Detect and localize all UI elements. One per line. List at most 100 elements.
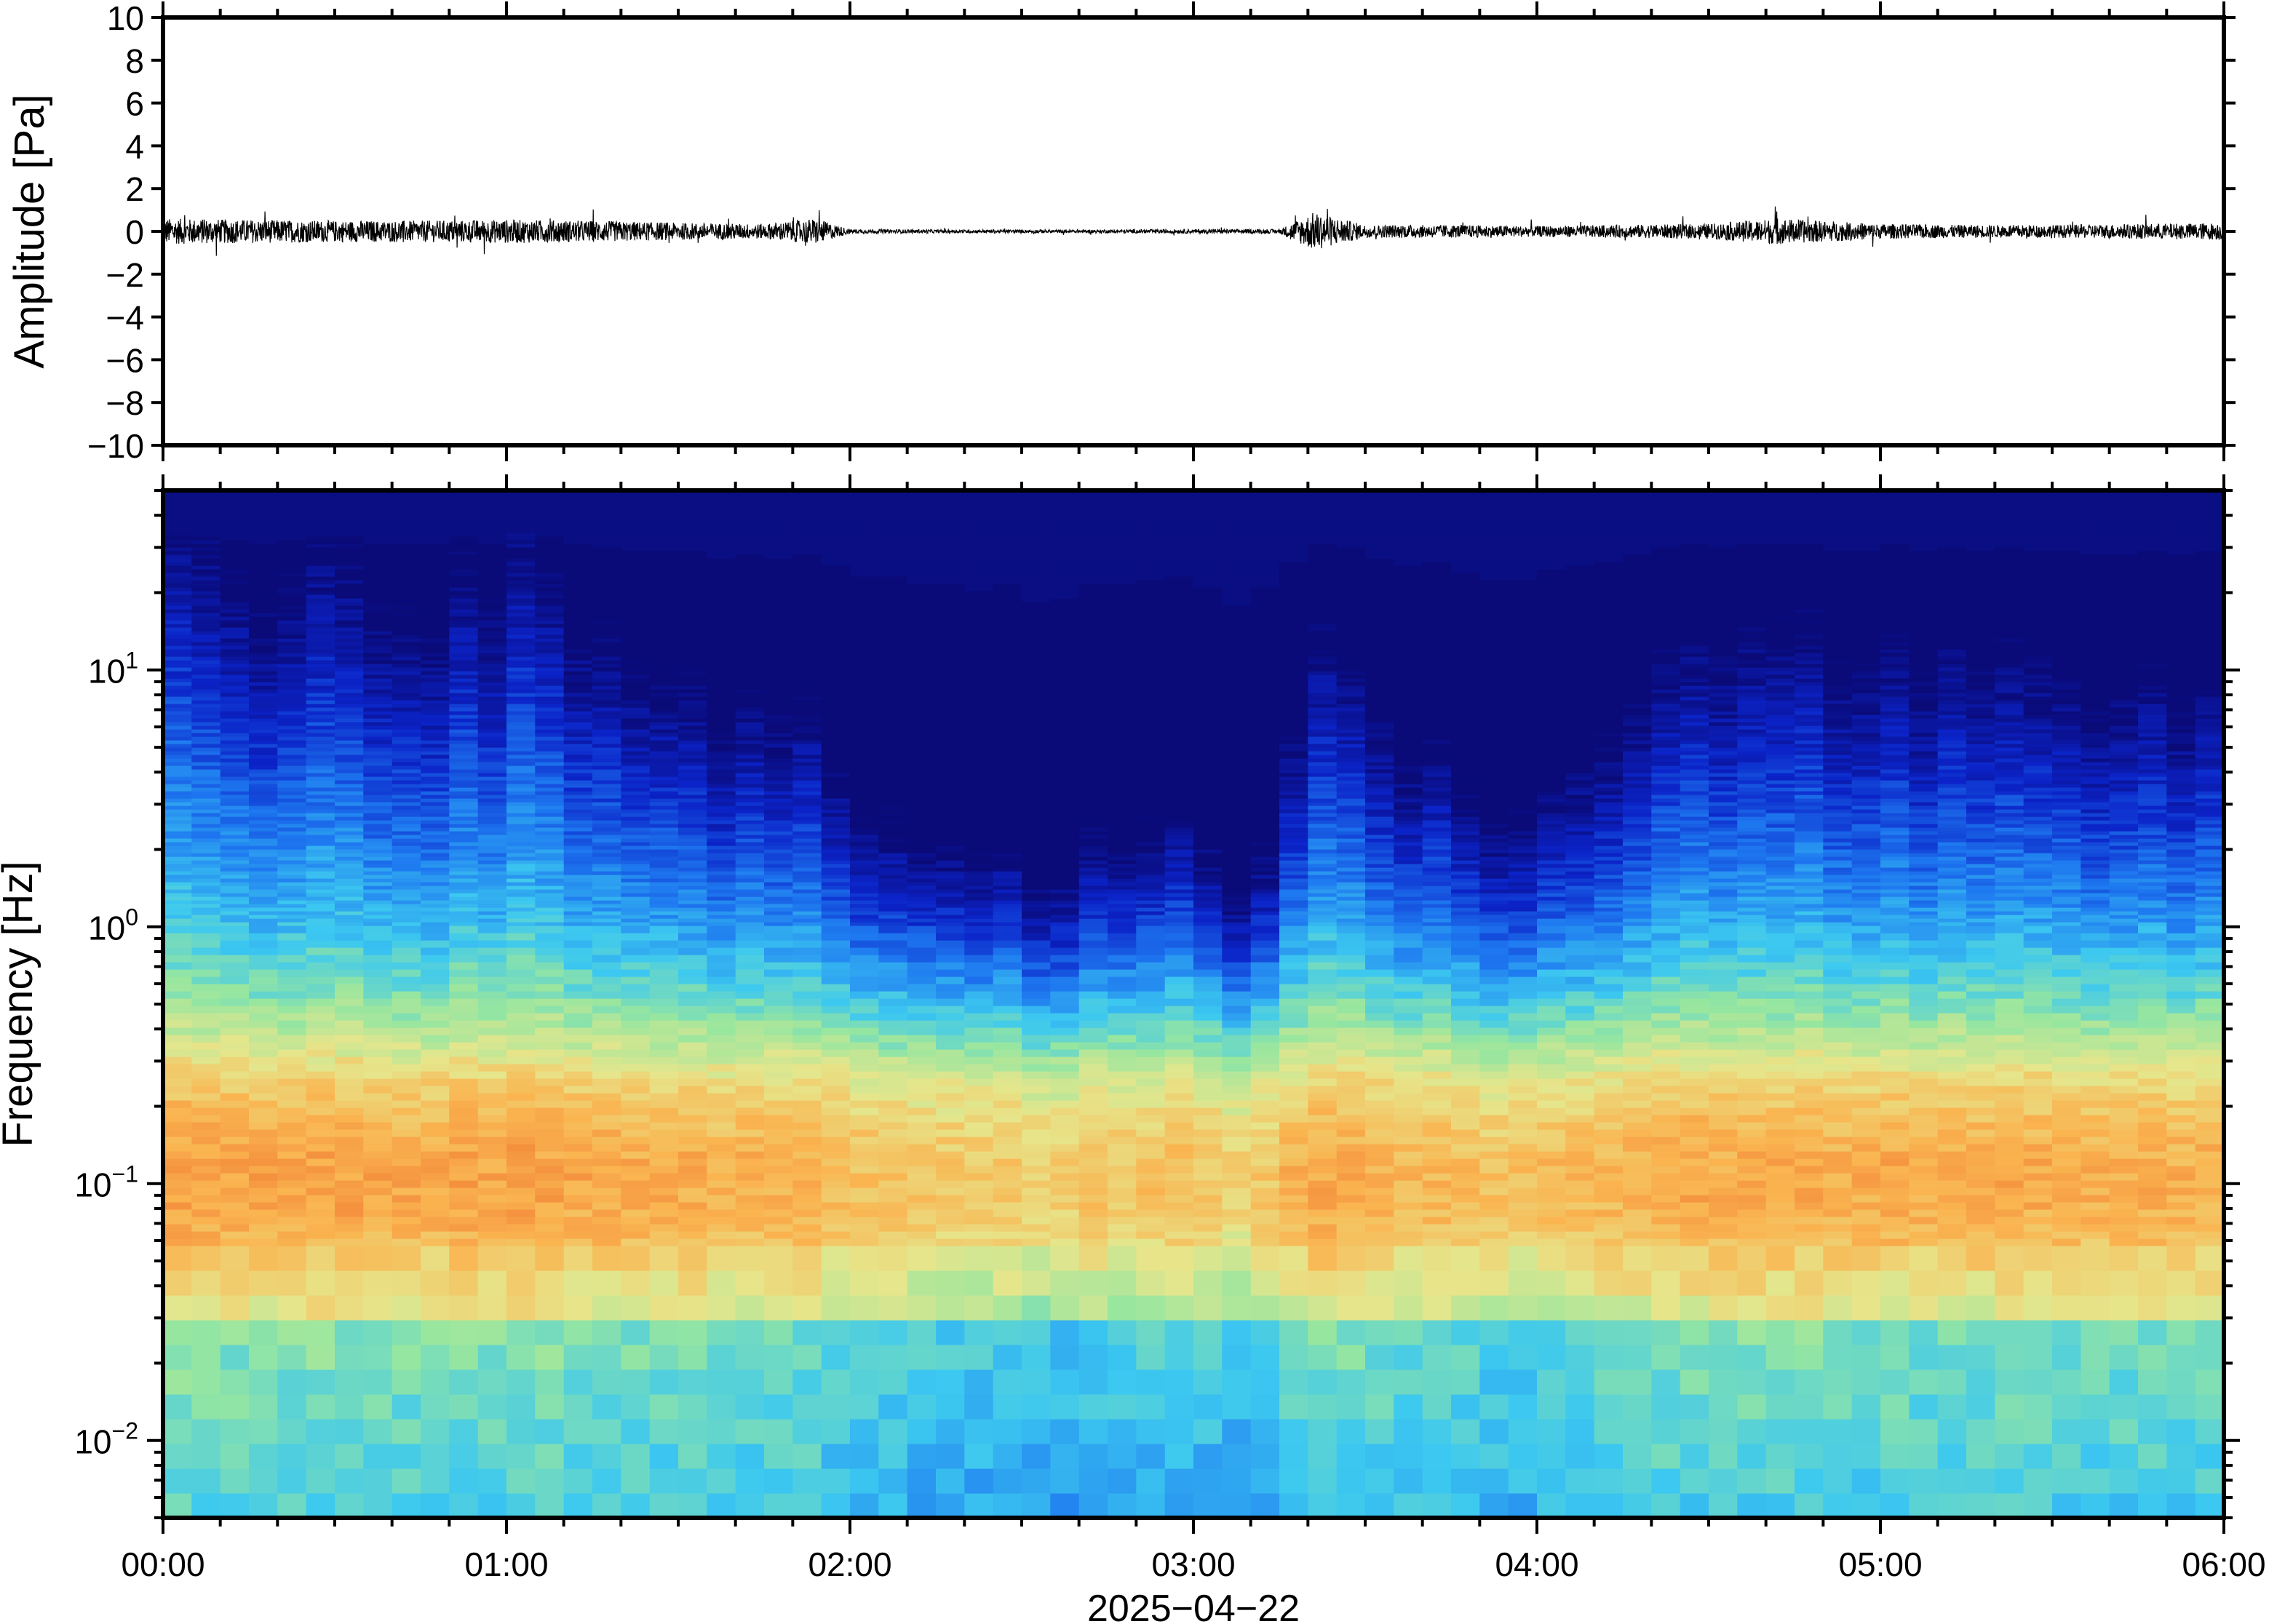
spectrogram-cell [821,522,851,526]
spectrogram-cell [277,838,307,843]
spectrogram-cell [649,645,679,650]
spectrogram-cell [249,722,279,726]
spectrogram-cell [621,911,651,915]
spectrogram-cell [850,838,880,843]
spectrogram-cell [592,1137,622,1145]
spectrogram-cell [392,911,421,915]
spectrogram-cell [563,1071,593,1079]
spectrogram-cell [421,569,450,573]
spectrogram-cell [621,889,651,893]
spectrogram-cell [936,795,966,799]
spectrogram-cell [506,795,536,799]
spectrogram-cell [477,736,507,741]
spectrogram-cell [649,1042,679,1050]
spectrogram-cell [850,602,880,606]
spectrogram-cell [421,740,450,744]
spectrogram-cell [764,558,794,562]
spectrogram-cell [563,1064,593,1072]
spectrogram-cell [220,1020,250,1028]
spectrogram-cell [477,547,507,552]
spectrogram-cell [363,1369,393,1395]
spectrogram-cell [392,1122,421,1130]
spectrogram-cell [792,1209,822,1217]
spectrogram-cell [850,813,880,817]
spectrogram-cell [363,842,393,846]
spectrogram-cell [850,554,880,559]
spectrogram-cell [707,1151,736,1159]
spectrogram-cell [936,1129,966,1137]
spectrogram-cell [335,616,365,621]
spectrogram-cell [191,1166,221,1174]
spectrogram-cell [621,711,651,715]
spectrogram-cell [449,634,479,639]
spectrogram-cell [850,613,880,617]
spectrogram-cell [421,689,450,693]
spectrogram-cell [764,838,794,843]
spectrogram-cell [821,525,851,530]
spectrogram-cell [335,795,365,799]
spectrogram-cell [220,594,250,599]
spectrogram-cell [707,1078,736,1086]
spectrogram-cell [477,1224,507,1232]
spectrogram-cell [477,1129,507,1137]
spectrogram-cell [764,758,794,763]
spectrogram-cell [678,536,708,541]
spectrogram-cell [850,598,880,602]
spectrogram-cell [592,1270,622,1296]
spectrogram-cell [449,624,479,628]
spectrogram-cell [735,696,765,701]
spectrogram-cell [249,744,279,748]
spectrogram-cell [421,736,450,741]
spectrogram-cell [249,685,279,690]
spectrogram-cell [821,805,851,810]
spectrogram-cell [821,820,851,824]
spectrogram-cell [592,656,622,661]
spectrogram-cell [592,674,622,679]
spectrogram-cell [621,740,651,744]
spectrogram-cell [792,820,822,824]
spectrogram-cell [506,711,536,715]
spectrogram-cell [535,998,565,1006]
spectrogram-cell [363,522,393,526]
spectrogram-cell [821,1419,851,1444]
spectrogram-cell [678,624,708,628]
spectrogram-cell [506,554,536,559]
spectrogram-cell [678,609,708,613]
spectrogram-cell [878,536,908,541]
spectrogram-cell [792,729,822,733]
spectrogram-cell [191,791,221,795]
spectrogram-cell [191,1369,221,1395]
spectrogram-cell [421,1209,450,1217]
spectrogram-cell [621,649,651,653]
spectrogram-cell [936,1493,966,1518]
spectrogram-cell [850,1013,880,1021]
spectrogram-cell [335,500,365,504]
spectrogram-cell [477,900,507,904]
spectrogram-cell [163,562,193,566]
spectrogram-cell [936,1078,966,1086]
spectrogram-cell [163,613,193,617]
spectrogram-cell [421,496,450,501]
spectrogram-cell [735,773,765,777]
spectrogram-cell [335,849,365,853]
spectrogram-cell [421,573,450,577]
spectrogram-cell [191,787,221,792]
spectrogram-cell [163,580,193,584]
spectrogram-cell [277,649,307,653]
spectrogram-cell [707,533,736,537]
spectrogram-cell [850,736,880,741]
spectrogram-cell [506,842,536,846]
spectrogram-cell [850,569,880,573]
spectrogram-cell [306,962,335,970]
spectrogram-cell [621,813,651,817]
spectrogram-cell [821,638,851,642]
spectrogram-cell [907,867,937,872]
spectrogram-cell [821,1137,851,1145]
spectrogram-cell [535,1444,565,1469]
spectrogram-cell [220,667,250,672]
spectrogram-cell [477,969,507,977]
spectrogram-cell [821,605,851,610]
spectrogram-cell [764,580,794,584]
spectrogram-cell [220,998,250,1006]
spectrogram-cell [821,915,851,919]
